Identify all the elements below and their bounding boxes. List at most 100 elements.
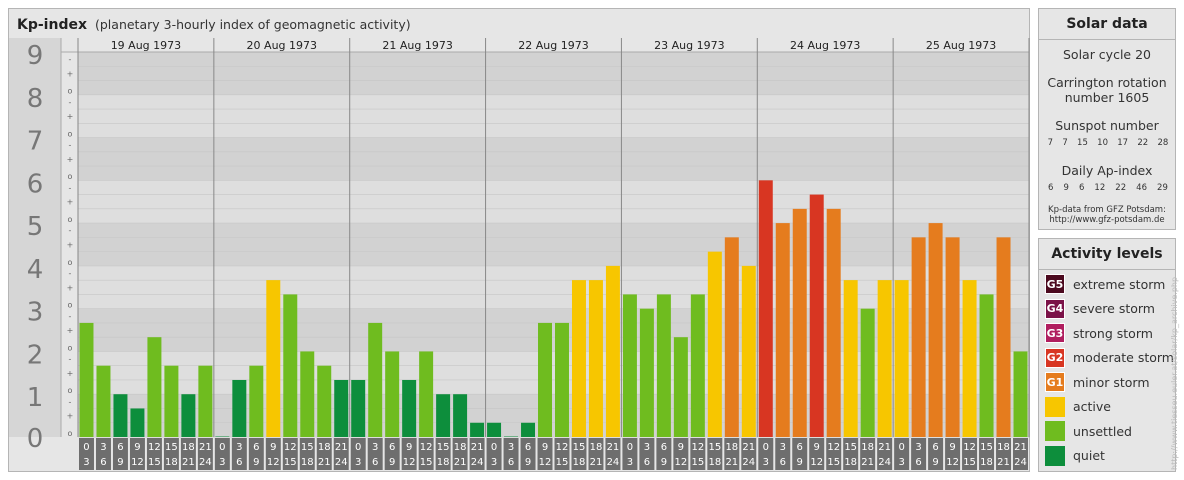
hour-start-label: 0	[83, 442, 89, 453]
hour-label-bg	[673, 438, 689, 470]
y-subtick-label: o	[68, 258, 73, 267]
hour-start-label: 21	[742, 442, 755, 453]
day-label: 20 Aug 1973	[247, 39, 317, 52]
hour-end-label: 18	[437, 457, 450, 468]
kp-bar	[911, 237, 926, 437]
y-tick-label: 0	[27, 424, 44, 454]
carrington-line2: number 1605	[1064, 90, 1150, 105]
credit-link[interactable]: http://www.gfz-potsdam.de	[1049, 215, 1165, 225]
hour-end-label: 21	[590, 457, 603, 468]
hour-label-bg	[418, 438, 434, 470]
hour-end-label: 21	[318, 457, 331, 468]
hour-end-label: 3	[898, 457, 904, 468]
hour-end-label: 15	[420, 457, 433, 468]
kp-bar	[571, 280, 586, 437]
kp-bar	[419, 351, 434, 437]
y-tick-label: 8	[27, 84, 44, 114]
hour-end-label: 9	[253, 457, 259, 468]
hour-end-label: 12	[131, 457, 144, 468]
hour-start-label: 21	[199, 442, 212, 453]
y-tick-label: 6	[27, 169, 44, 199]
hour-start-label: 12	[691, 442, 704, 453]
y-tick-label: 3	[27, 298, 44, 328]
hour-end-label: 6	[372, 457, 378, 468]
hour-start-label: 0	[491, 442, 497, 453]
hour-label-bg	[112, 438, 128, 470]
y-subtick-label: +	[67, 155, 74, 164]
kp-bar	[266, 280, 281, 437]
side-credit: http://www.tiesseu.euler.at/solar/kp_arc…	[1170, 276, 1179, 470]
hour-start-label: 12	[963, 442, 976, 453]
kp-bar	[792, 208, 807, 437]
kp-bar	[368, 322, 383, 437]
kp-bar	[707, 251, 722, 437]
hour-end-label: 3	[355, 457, 361, 468]
hour-end-label: 15	[284, 457, 297, 468]
kp-bar	[605, 265, 620, 437]
solar-cycle: Solar cycle 20	[1062, 47, 1151, 62]
y-subtick-label: +	[67, 369, 74, 378]
sunspot-value-2: 15	[1077, 138, 1088, 148]
hour-label-bg	[129, 438, 145, 470]
hour-end-label: 3	[219, 457, 225, 468]
y-subtick-label: -	[69, 269, 72, 278]
y-tick-label: 5	[27, 212, 44, 242]
hour-end-label: 9	[525, 457, 531, 468]
chart-title: Kp-index (planetary 3-hourly index of geo…	[17, 17, 411, 33]
hour-end-label: 24	[471, 457, 484, 468]
ap-value-5: 46	[1136, 183, 1147, 193]
hour-label-bg	[79, 438, 94, 470]
kp-bar	[622, 294, 637, 437]
level-label: severe storm	[1073, 301, 1155, 316]
hour-end-label: 9	[932, 457, 938, 468]
hour-start-label: 6	[117, 442, 123, 453]
hour-end-label: 3	[491, 457, 497, 468]
ap-values: 6 9 6 12 22 46 29	[1043, 183, 1173, 193]
hour-start-label: 3	[508, 442, 514, 453]
hour-start-label: 6	[797, 442, 803, 453]
hour-end-label: 24	[607, 457, 620, 468]
kp-bar	[164, 365, 179, 437]
hour-end-label: 18	[844, 457, 857, 468]
hour-end-label: 9	[117, 457, 123, 468]
hour-start-label: 18	[182, 442, 195, 453]
kp-bar	[334, 379, 349, 437]
hour-start-label: 18	[318, 442, 331, 453]
hour-label-bg	[384, 438, 400, 470]
kp-bar	[1013, 351, 1028, 437]
hour-label-bg	[588, 438, 604, 470]
hour-label-bg	[197, 438, 213, 470]
hour-label-bg	[316, 438, 332, 470]
hour-end-label: 3	[763, 457, 769, 468]
kp-bar	[656, 294, 671, 437]
kp-bar	[130, 408, 145, 437]
kp-bar	[402, 379, 417, 437]
hour-label-bg	[656, 438, 672, 470]
band-8	[78, 52, 1029, 95]
ap-value-4: 22	[1115, 183, 1127, 193]
hour-label-bg	[945, 438, 961, 470]
hour-start-label: 9	[949, 442, 955, 453]
level-swatch: G1	[1045, 372, 1065, 392]
level-label: unsettled	[1073, 423, 1132, 439]
y-subtick-label: +	[67, 112, 74, 121]
hour-end-label: 9	[797, 457, 803, 468]
hour-start-label: 6	[525, 442, 531, 453]
hour-label-bg	[996, 438, 1012, 470]
hour-end-label: 18	[708, 457, 721, 468]
hour-start-label: 21	[471, 442, 484, 453]
kp-bar	[588, 280, 603, 437]
hour-label-bg	[452, 438, 468, 470]
hour-start-label: 3	[915, 442, 921, 453]
y-subtick-label: o	[68, 386, 73, 395]
hour-start-label: 3	[100, 442, 106, 453]
level-item-extreme-storm: G5 extreme storm	[1045, 274, 1165, 294]
hour-label-bg	[503, 438, 519, 470]
kp-bar	[300, 351, 315, 437]
sunspot-values: 7 7 15 10 17 22 28	[1043, 138, 1173, 148]
level-item-unsettled: unsettled	[1045, 421, 1132, 441]
hour-end-label: 12	[674, 457, 687, 468]
hour-label-bg	[792, 438, 808, 470]
y-tick-label: 1	[27, 383, 44, 413]
hour-start-label: 9	[270, 442, 276, 453]
